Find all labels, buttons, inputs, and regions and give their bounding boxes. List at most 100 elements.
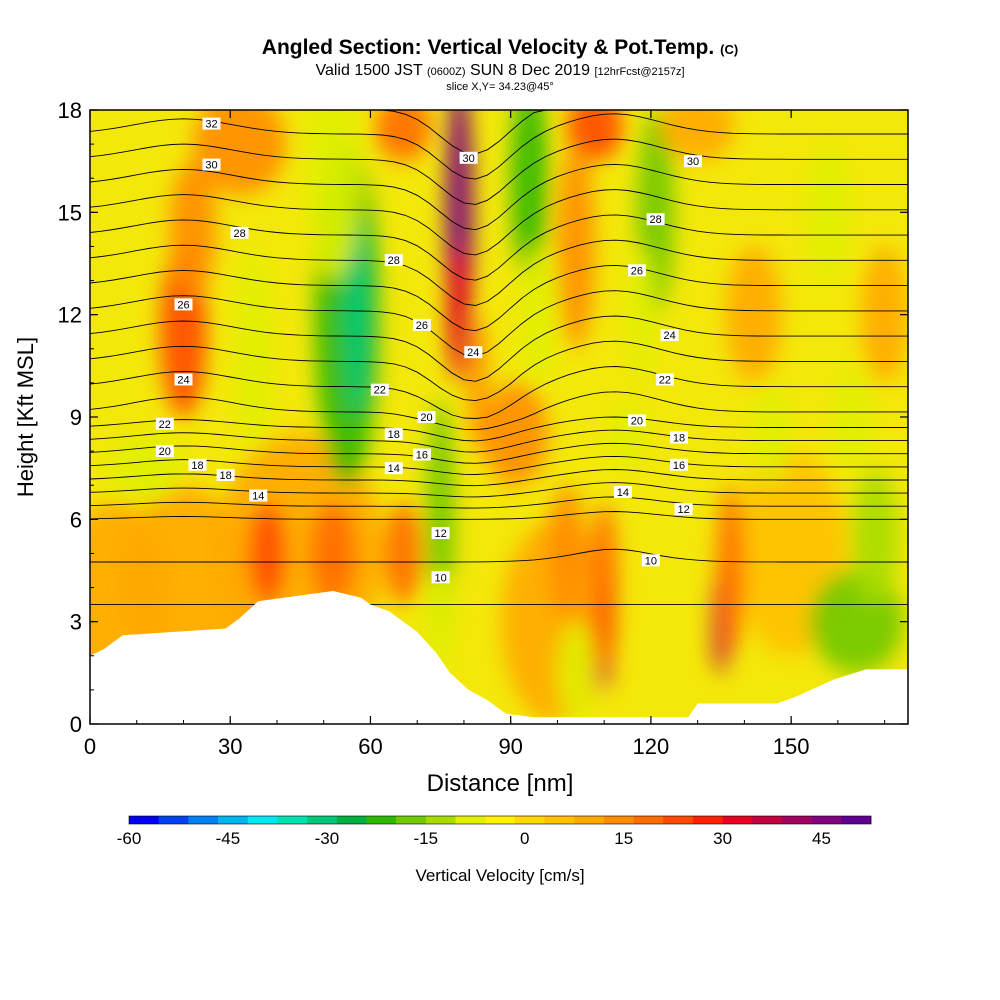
y-tick-label: 12 — [58, 303, 82, 328]
x-tick-label: 150 — [773, 734, 810, 759]
contour-label: 30 — [684, 155, 702, 168]
contour-label-bg — [174, 298, 193, 311]
contour-label-text: 26 — [631, 265, 643, 277]
colorbar-swatch — [514, 816, 545, 824]
contour-label-text: 20 — [420, 412, 432, 424]
contour-label-bg — [431, 571, 450, 584]
contour-label-text: 30 — [462, 153, 474, 165]
x-tick-label: 60 — [358, 734, 382, 759]
velocity-cell — [753, 382, 792, 486]
colorbar-swatch — [218, 816, 249, 824]
colorbar-tick-label: -15 — [414, 829, 439, 848]
colorbar-tick-label: 0 — [520, 829, 529, 848]
theta-contour — [90, 138, 908, 205]
colorbar-swatch — [722, 816, 753, 824]
contour-label-bg — [627, 414, 646, 427]
velocity-cell — [833, 365, 871, 469]
colorbar-swatch — [811, 816, 842, 824]
contour-label: 10 — [641, 554, 660, 567]
velocity-cell — [305, 110, 362, 281]
contour-label: 32 — [202, 117, 221, 131]
contour-label-text: 18 — [219, 470, 231, 482]
theta-contour — [90, 315, 908, 382]
contour-label: 28 — [384, 254, 403, 267]
x-tick-label: 30 — [218, 734, 242, 759]
terrain — [90, 591, 908, 724]
contour-label-bg — [230, 226, 249, 239]
contour-label: 20 — [417, 411, 436, 424]
forecast-info: [12hrFcst@2157z] — [594, 66, 685, 78]
velocity-cell — [375, 110, 432, 162]
slice-info: slice X,Y= 34.23@45° — [446, 81, 554, 93]
contour-label: 26 — [627, 264, 646, 277]
theta-contour — [90, 214, 908, 281]
velocity-cell — [234, 246, 273, 452]
contour-label: 10 — [431, 571, 450, 584]
theta-contour — [90, 496, 908, 509]
colorbar-swatch — [485, 816, 516, 824]
contour-label-bg — [431, 527, 450, 539]
contour-label-text: 24 — [467, 347, 479, 359]
velocity-cell — [169, 161, 217, 298]
contour-label: 18 — [670, 431, 688, 445]
theta-contour — [90, 239, 908, 306]
velocity-cell — [248, 502, 287, 605]
contour-label: 28 — [646, 213, 665, 226]
theta-contour — [90, 391, 908, 431]
theta-contour — [90, 548, 908, 563]
colorbar-swatch — [574, 816, 605, 824]
y-tick-label: 3 — [70, 610, 82, 635]
contour-label-text: 20 — [159, 446, 171, 458]
colorbar-swatch — [277, 816, 308, 824]
velocity-cell — [108, 434, 184, 503]
colorbar-swatch — [544, 816, 575, 824]
colorbar-tick-label: 30 — [713, 829, 732, 848]
contour-label-bg — [613, 486, 632, 498]
contour-label-text: 14 — [252, 491, 264, 503]
colorbar-frame — [128, 815, 872, 825]
colorbar-label: Vertical Velocity [cm/s] — [415, 866, 584, 885]
colorbar-swatch — [633, 816, 664, 824]
contour-label-bg — [670, 431, 688, 444]
theta-contour — [90, 511, 908, 520]
contour-label: 24 — [660, 329, 679, 342]
colorbar-swatch — [396, 816, 427, 824]
contour-label-text: 24 — [177, 375, 189, 387]
contour-labels: 32 30 28 26 24 22 20 18 18 14 30 30 28 28 26 26 24 24 22 22… — [155, 117, 702, 584]
contour-label-text: 18 — [388, 429, 400, 441]
contour-label-bg — [174, 373, 193, 386]
colorbar-swatch — [188, 816, 219, 824]
contour-label: 14 — [249, 489, 268, 503]
contour-label-bg — [646, 213, 665, 226]
theta-contour — [90, 110, 908, 155]
x-axis-label: Distance [nm] — [427, 770, 574, 797]
velocity-cell — [716, 485, 745, 656]
chart-subtitle: Valid 1500 JST (0600Z) SUN 8 Dec 2019 [1… — [0, 62, 1000, 81]
theta-contour — [90, 340, 908, 402]
colorbar-tick-label: 15 — [614, 829, 633, 848]
contour-label-bg — [641, 554, 660, 567]
colorbar-swatch — [129, 816, 159, 824]
theta-contour — [90, 189, 908, 256]
contour-label-text: 14 — [388, 463, 400, 475]
contour-label: 16 — [412, 448, 431, 462]
contour-label: 14 — [384, 462, 403, 475]
x-tick-label: 120 — [633, 734, 670, 759]
colorbar-swatch — [752, 816, 783, 824]
contour-label: 30 — [459, 151, 478, 165]
colorbar-tick-label: -60 — [117, 829, 142, 848]
contour-label-text: 10 — [645, 555, 657, 567]
velocity-field — [90, 110, 908, 724]
velocity-cell — [851, 468, 899, 605]
theta-contour — [90, 290, 908, 357]
contour-label-bg — [188, 458, 207, 471]
contour-label-bg — [155, 445, 174, 458]
colorbar: -60 -45 -30 -15 0 15 30 45 — [117, 815, 872, 848]
colorbar-swatch — [663, 816, 694, 824]
contour-label: 18 — [188, 458, 207, 472]
contour-label-bg — [412, 448, 431, 461]
chart-header: Angled Section: Vertical Velocity & Pot.… — [0, 36, 1000, 93]
velocity-cell — [426, 570, 455, 673]
contour-label: 12 — [674, 503, 693, 516]
contour-label-text: 28 — [649, 214, 661, 226]
